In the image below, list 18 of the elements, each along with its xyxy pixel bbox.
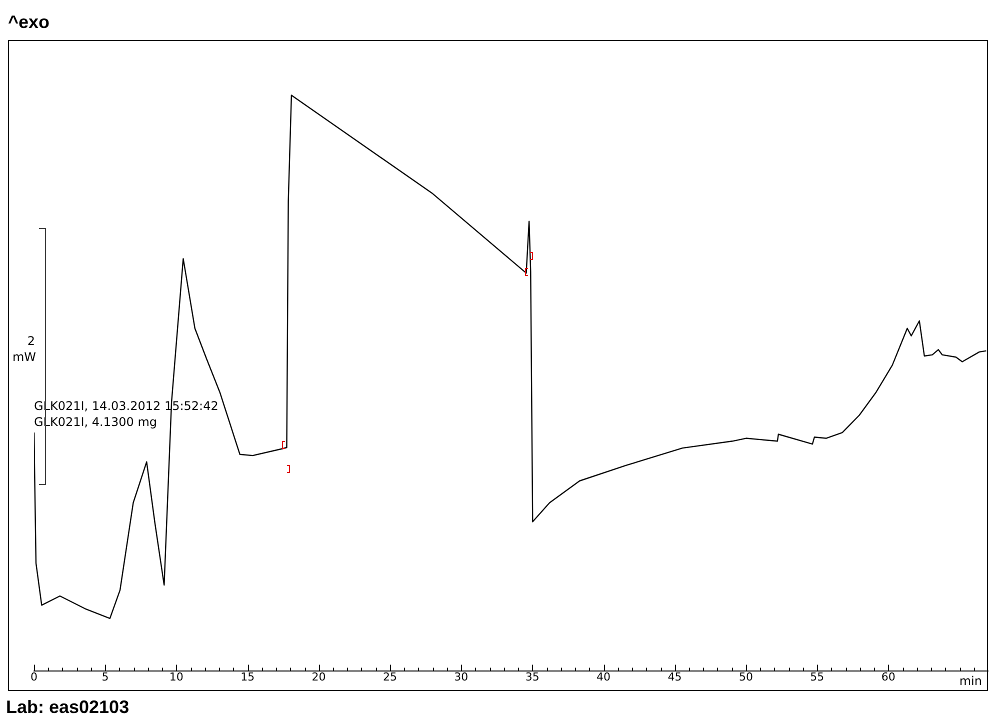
x-axis-title: min xyxy=(959,674,982,688)
x-tick-label: 20 xyxy=(312,670,326,684)
x-tick-label: 45 xyxy=(668,670,682,684)
x-tick-label: 30 xyxy=(454,670,468,684)
x-tick-label: 40 xyxy=(596,670,611,684)
annotation: mW xyxy=(12,350,36,364)
annotation: 2 xyxy=(27,334,35,348)
x-tick-label: 0 xyxy=(30,670,38,684)
chart-title: ^exo xyxy=(8,12,50,32)
x-tick-label: 55 xyxy=(810,670,824,684)
x-tick-label: 60 xyxy=(881,670,896,684)
x-tick-label: 5 xyxy=(102,670,109,684)
text: Lab: eas02103 xyxy=(6,697,130,717)
x-tick-label: 15 xyxy=(240,670,255,684)
x-tick-label: 10 xyxy=(169,670,184,684)
x-tick-label: 50 xyxy=(738,670,753,684)
x-tick-label: 25 xyxy=(382,670,397,684)
x-tick-label: 35 xyxy=(525,670,540,684)
